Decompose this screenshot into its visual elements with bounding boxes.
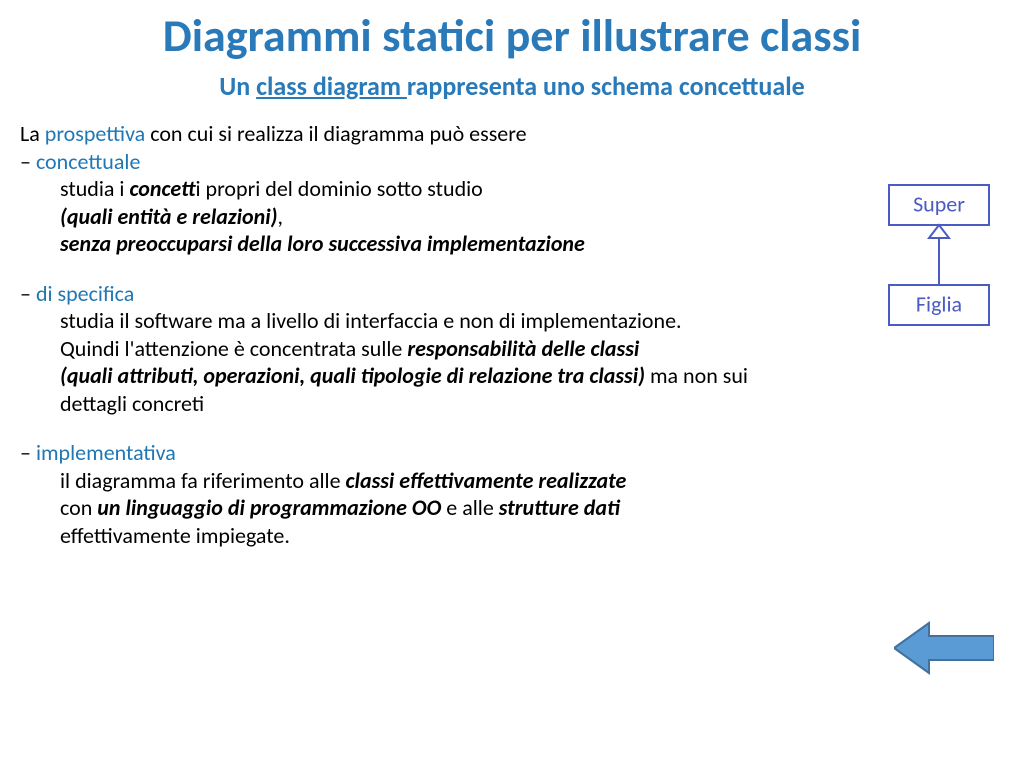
text-run: (quali attributi, operazioni, quali tipo… — [60, 362, 650, 389]
bullet-line: con un linguaggio di programmazione OO e… — [20, 494, 1000, 522]
bullet-line: dettagli concreti — [20, 390, 1000, 418]
bullet-head-label: di specifica — [36, 280, 134, 307]
bullet-line: effettivamente impiegate. — [20, 522, 1000, 550]
svg-text:Super: Super — [913, 190, 965, 217]
subtitle-link: class diagram — [256, 70, 407, 102]
slide-container: Diagrammi statici per illustrare classi … — [0, 0, 1024, 768]
text-run: responsabilità delle classi — [407, 335, 639, 362]
bullet-head: – implementativa — [20, 439, 1000, 467]
bullet-item: – implementativail diagramma fa riferime… — [20, 439, 1000, 549]
bullet-head-label: concettuale — [36, 148, 140, 175]
text-run: ma non sui — [650, 362, 748, 389]
slide-body: La prospettiva con cui si realizza il di… — [20, 120, 1000, 549]
left-arrow-icon — [894, 618, 994, 678]
text-run: studia i — [60, 175, 129, 202]
dash: – — [20, 148, 36, 175]
dash: – — [20, 439, 36, 466]
text-run: strutture dati — [499, 494, 620, 521]
text-run: con — [60, 494, 97, 521]
subtitle-suffix: rappresenta uno schema concettuale — [407, 70, 805, 102]
bullet-item: – di specificastudia il software ma a li… — [20, 280, 1000, 418]
text-run: senza preoccuparsi della loro successiva… — [60, 230, 585, 257]
bullet-head: – concettuale — [20, 148, 1000, 176]
bullet-line: studia il software ma a livello di inter… — [20, 307, 1000, 335]
text-run: i propri del dominio sotto studio — [196, 175, 483, 202]
intro-part2: con cui si realizza il diagramma può ess… — [150, 120, 526, 147]
bullet-head-label: implementativa — [36, 439, 176, 466]
uml-diagram: Super Figlia — [874, 180, 1004, 360]
bullet-item: – concettualestudia i concetti propri de… — [20, 148, 1000, 258]
svg-text:Figlia: Figlia — [916, 290, 962, 317]
bullet-line: (quali attributi, operazioni, quali tipo… — [20, 362, 1000, 390]
intro-part1: La — [20, 120, 45, 147]
bullet-line: il diagramma fa riferimento alle classi … — [20, 467, 1000, 495]
bullet-line: studia i concetti propri del dominio sot… — [20, 175, 1000, 203]
slide-subtitle: Un class diagram rappresenta uno schema … — [20, 70, 1004, 102]
text-run: dettagli concreti — [60, 390, 204, 417]
text-run: il diagramma fa riferimento alle — [60, 467, 346, 494]
bullet-head: – di specifica — [20, 280, 1000, 308]
text-run: un linguaggio di programmazione OO — [97, 494, 446, 521]
intro-line: La prospettiva con cui si realizza il di… — [20, 120, 1000, 148]
subtitle-prefix: Un — [219, 70, 256, 102]
text-run: concett — [129, 175, 195, 202]
text-run: , — [277, 203, 283, 230]
text-run: classi effettivamente realizzate — [346, 467, 627, 494]
text-run: studia il software ma a livello di inter… — [60, 307, 682, 334]
bullet-list: – concettualestudia i concetti propri de… — [20, 148, 1000, 550]
text-run: e alle — [446, 494, 498, 521]
intro-highlight: prospettiva — [45, 120, 150, 147]
text-run: (quali entità e relazioni) — [60, 203, 277, 230]
slide-title: Diagrammi statici per illustrare classi — [20, 8, 1004, 64]
text-run: Quindi l'attenzione è concentrata sulle — [60, 335, 407, 362]
text-run: effettivamente impiegate. — [60, 522, 290, 549]
bullet-line: (quali entità e relazioni), — [20, 203, 1000, 231]
bullet-line: Quindi l'attenzione è concentrata sulle … — [20, 335, 1000, 363]
bullet-line: senza preoccuparsi della loro successiva… — [20, 230, 1000, 258]
dash: – — [20, 280, 36, 307]
